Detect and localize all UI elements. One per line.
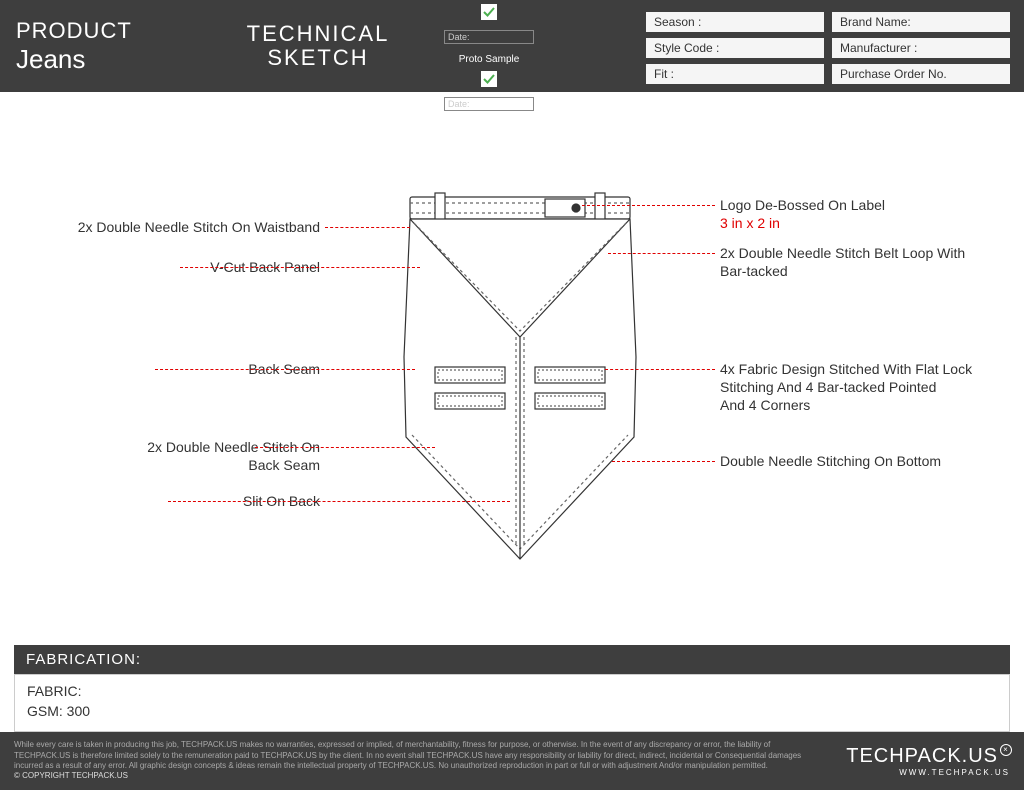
date-field-1[interactable]: Date: bbox=[444, 30, 534, 44]
leader-left-0 bbox=[325, 227, 410, 228]
leader-left-2 bbox=[155, 369, 415, 370]
fields-col-left: Season : Style Code : Fit : bbox=[646, 12, 824, 80]
leader-left-3 bbox=[255, 447, 435, 448]
footer-brand: TECHPACK.US× WWW.TECHPACK.US bbox=[846, 745, 1010, 777]
product-name: Jeans bbox=[16, 44, 192, 75]
header-bar: PRODUCT Jeans TECHNICAL SKETCH Pre Produ… bbox=[0, 0, 1024, 92]
field-brand[interactable]: Brand Name: bbox=[832, 12, 1010, 32]
callout-dimension: 3 in x 2 in bbox=[720, 214, 1000, 232]
callout-left-0: 2x Double Needle Stitch On Waistband bbox=[20, 218, 320, 236]
product-label: PRODUCT bbox=[16, 18, 192, 44]
check-preproduction: Pre Production Date: bbox=[444, 0, 534, 44]
callout-right-0: Logo De-Bossed On Label3 in x 2 in bbox=[720, 196, 1000, 232]
leader-right-3 bbox=[612, 461, 715, 462]
fabrication-block: FABRICATION: FABRIC: GSM: 300 bbox=[14, 645, 1010, 732]
field-po[interactable]: Purchase Order No. bbox=[832, 64, 1010, 84]
callout-right-2: 4x Fabric Design Stitched With Flat Lock… bbox=[720, 360, 1000, 415]
field-manufacturer[interactable]: Manufacturer : bbox=[832, 38, 1010, 58]
info-icon: × bbox=[1000, 744, 1012, 756]
garment-sketch bbox=[380, 187, 660, 567]
callout-left-3: 2x Double Needle Stitch OnBack Seam bbox=[20, 438, 320, 474]
leader-right-1 bbox=[608, 253, 715, 254]
subtitle-text: TECHNICAL SKETCH bbox=[247, 22, 390, 70]
leader-left-1 bbox=[180, 267, 420, 268]
sketch-area: 2x Double Needle Stitch On WaistbandV-Cu… bbox=[0, 92, 1024, 612]
fabrication-heading: FABRICATION: bbox=[14, 645, 1010, 674]
footer: While every care is taken in producing t… bbox=[0, 732, 1024, 790]
leader-right-2 bbox=[605, 369, 715, 370]
field-stylecode[interactable]: Style Code : bbox=[646, 38, 824, 58]
fields-box: Season : Style Code : Fit : Brand Name: … bbox=[636, 4, 1020, 88]
check-icon bbox=[483, 73, 495, 85]
checks-box: Pre Production Date: Proto Sample Date: bbox=[432, 4, 632, 88]
callout-right-3: Double Needle Stitching On Bottom bbox=[720, 452, 1000, 470]
legal-text: While every care is taken in producing t… bbox=[14, 740, 826, 782]
field-season[interactable]: Season : bbox=[646, 12, 824, 32]
check-icon bbox=[483, 6, 495, 18]
checkbox-preproduction[interactable] bbox=[481, 4, 497, 20]
checkbox-protosample[interactable] bbox=[481, 71, 497, 87]
fabrication-body: FABRIC: GSM: 300 bbox=[14, 674, 1010, 732]
field-fit[interactable]: Fit : bbox=[646, 64, 824, 84]
leader-right-0 bbox=[582, 205, 715, 206]
callout-right-1: 2x Double Needle Stitch Belt Loop WithBa… bbox=[720, 244, 1000, 280]
gsm-label: GSM: 300 bbox=[27, 703, 997, 719]
subtitle-box: TECHNICAL SKETCH bbox=[208, 4, 428, 88]
product-box: PRODUCT Jeans bbox=[4, 4, 204, 88]
fabric-label: FABRIC: bbox=[27, 683, 997, 699]
leader-left-4 bbox=[168, 501, 510, 502]
fields-col-right: Brand Name: Manufacturer : Purchase Orde… bbox=[832, 12, 1010, 80]
